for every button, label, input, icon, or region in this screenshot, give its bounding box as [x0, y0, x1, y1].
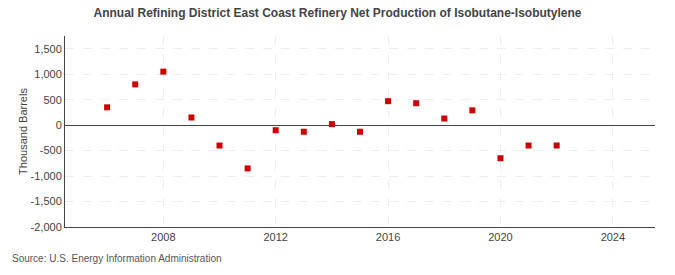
svg-text:Source: U.S. Energy Informatio: Source: U.S. Energy Information Administ…: [12, 253, 222, 264]
svg-text:2012: 2012: [263, 231, 287, 243]
svg-text:2020: 2020: [488, 231, 512, 243]
svg-text:-2,000: -2,000: [31, 221, 62, 233]
svg-text:-1,500: -1,500: [31, 195, 62, 207]
svg-text:1,000: 1,000: [34, 68, 62, 80]
svg-text:0: 0: [56, 119, 62, 131]
svg-text:-500: -500: [40, 144, 62, 156]
svg-text:2024: 2024: [601, 231, 625, 243]
svg-text:500: 500: [43, 94, 61, 106]
svg-text:Annual Refining District East: Annual Refining District East Coast Refi…: [93, 6, 581, 20]
svg-text:2016: 2016: [376, 231, 400, 243]
svg-text:2008: 2008: [151, 231, 175, 243]
svg-text:-1,000: -1,000: [31, 170, 62, 182]
svg-text:Thousand Barrels: Thousand Barrels: [17, 88, 29, 175]
svg-text:1,500: 1,500: [34, 43, 62, 55]
